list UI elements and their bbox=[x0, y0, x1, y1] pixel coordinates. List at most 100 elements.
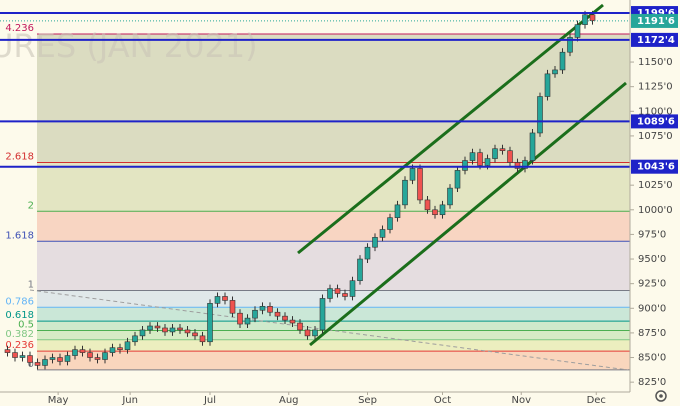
candle-body bbox=[469, 152, 476, 161]
fib-label: 4.236 bbox=[5, 23, 34, 34]
price-lines bbox=[0, 12, 630, 168]
x-tick-label: Nov bbox=[511, 395, 531, 406]
candle-body bbox=[34, 362, 41, 366]
candle-body bbox=[357, 258, 363, 282]
candle-body bbox=[529, 132, 536, 161]
axes: 825'0 850'0 875'0 900'0 925'0 950'0 975'0 1000'… bbox=[48, 6, 678, 406]
candle-body bbox=[439, 204, 446, 216]
y-tick-label: 975'0 bbox=[638, 229, 666, 240]
candle-body bbox=[4, 349, 11, 353]
y-tick-label: 1125'0 bbox=[638, 82, 673, 93]
candle-body bbox=[42, 359, 48, 366]
price-label-box bbox=[631, 32, 678, 47]
candle-body bbox=[409, 168, 416, 181]
candle-body bbox=[477, 152, 483, 166]
candle-body bbox=[244, 317, 251, 325]
candle-body bbox=[147, 325, 153, 331]
candle-body bbox=[184, 329, 191, 334]
candle-body bbox=[454, 170, 461, 189]
fib-label: 2.618 bbox=[5, 152, 34, 163]
candle-body bbox=[589, 14, 596, 21]
fib-label: 0.5 bbox=[18, 319, 34, 330]
y-tick-label: 1075'0 bbox=[638, 131, 673, 142]
candle-body bbox=[162, 327, 168, 333]
fib-band bbox=[37, 330, 630, 340]
fib-label: 0.618 bbox=[5, 310, 34, 321]
x-tick-label: May bbox=[48, 395, 69, 406]
candle-body bbox=[252, 309, 258, 319]
x-tick-label: Aug bbox=[279, 395, 299, 406]
candle-body bbox=[507, 150, 513, 163]
y-tick-label: 925'0 bbox=[638, 279, 666, 290]
price-label: 1089'6 bbox=[637, 116, 675, 127]
candle-body bbox=[139, 329, 146, 337]
fib-label: 1 bbox=[28, 280, 34, 291]
fib-label: 1.618 bbox=[5, 230, 34, 241]
candle-body bbox=[87, 352, 93, 358]
candle-body bbox=[387, 217, 393, 230]
fib-label: 0.382 bbox=[5, 329, 34, 340]
y-tick-label: 1100'0 bbox=[638, 106, 673, 117]
candle-body bbox=[72, 349, 78, 356]
candle-body bbox=[289, 319, 296, 324]
gear-center[interactable] bbox=[659, 394, 663, 398]
candle-body bbox=[372, 237, 378, 248]
last-price-box bbox=[631, 13, 678, 28]
candle-body bbox=[522, 160, 528, 169]
fib-label: 0.236 bbox=[5, 340, 34, 351]
fib-band bbox=[37, 290, 630, 308]
fib-label: 2 bbox=[28, 200, 34, 211]
candle-body bbox=[124, 341, 131, 350]
candle-body bbox=[109, 347, 116, 353]
channel-upper bbox=[297, 3, 604, 255]
candle-body bbox=[79, 349, 86, 353]
candle-body bbox=[229, 300, 236, 314]
y-tick-label: 875'0 bbox=[638, 328, 666, 339]
candle-body bbox=[274, 311, 281, 317]
candle-body bbox=[207, 303, 213, 343]
settings-icon[interactable] bbox=[655, 390, 667, 402]
candle-body bbox=[514, 162, 521, 169]
candle-body bbox=[552, 69, 558, 75]
candle-body bbox=[64, 355, 71, 362]
price-label: 1199'6 bbox=[637, 8, 675, 19]
candle-body bbox=[567, 37, 573, 53]
candle-body bbox=[154, 325, 161, 329]
channel-lower bbox=[309, 81, 627, 347]
y-tick-label: 1025'0 bbox=[638, 180, 673, 191]
candle-body bbox=[432, 209, 438, 216]
candle-body bbox=[132, 335, 138, 343]
candle-body bbox=[237, 312, 243, 325]
candle-body bbox=[282, 315, 288, 321]
x-tick-label: Jul bbox=[203, 395, 216, 406]
fib-label: 0 bbox=[28, 359, 34, 370]
candle-body bbox=[12, 352, 18, 358]
candle-body bbox=[177, 327, 183, 331]
candle-body bbox=[424, 199, 431, 211]
fib-band bbox=[37, 339, 630, 352]
candle-body bbox=[492, 148, 498, 159]
candle-body bbox=[94, 357, 101, 360]
candle-body bbox=[574, 24, 581, 38]
y-tick-label: 850'0 bbox=[638, 353, 666, 364]
last-price-label: 1191'6 bbox=[637, 16, 675, 27]
y-tick-label: 900'0 bbox=[638, 303, 666, 314]
price-label: 1043'6 bbox=[637, 162, 675, 173]
y-tick-label: 825'0 bbox=[638, 377, 666, 388]
candle-body bbox=[364, 246, 371, 260]
y-tick-label: 950'0 bbox=[638, 254, 666, 265]
candle-body bbox=[102, 352, 108, 360]
x-tick-label: Jun bbox=[121, 395, 138, 406]
candle-body bbox=[57, 357, 63, 362]
candle-body bbox=[199, 335, 206, 343]
candle-body bbox=[327, 288, 333, 299]
price-label-box bbox=[631, 159, 678, 174]
candle-body bbox=[297, 322, 303, 331]
gear[interactable] bbox=[655, 390, 667, 402]
candle-body bbox=[319, 298, 326, 331]
candle-body bbox=[402, 179, 408, 206]
candle-body bbox=[27, 355, 33, 363]
candle-body bbox=[259, 306, 266, 311]
candle-body bbox=[267, 306, 273, 313]
